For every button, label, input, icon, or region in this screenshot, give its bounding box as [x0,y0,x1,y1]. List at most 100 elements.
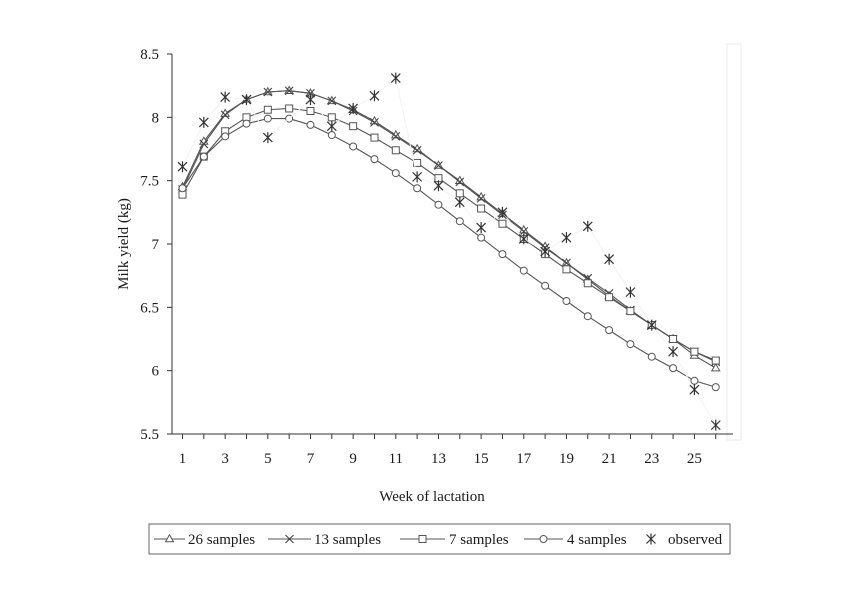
data-point-observed [454,196,465,208]
data-point-observed [561,232,572,244]
data-point-4-samples [583,312,592,321]
y-tick-label: 7.5 [140,174,159,190]
data-point-13-samples [476,194,486,203]
data-point-observed [604,253,615,265]
data-point-4-samples [391,169,400,178]
data-point-7-samples [669,335,678,343]
data-point-7-samples [626,307,635,316]
series-13-samples [178,86,721,367]
data-point-observed [241,94,252,106]
series-line-7-samples [182,107,716,362]
data-point-observed [689,384,700,396]
data-point-observed [262,132,273,144]
x-tick-label: 13 [431,451,446,467]
data-point-observed [625,286,636,298]
data-point-observed [710,419,721,431]
data-point-13-samples [220,110,230,120]
right-edge-bar [726,43,742,441]
data-point-13-samples [391,131,401,141]
legend-label-7-samples: 7 samples [449,532,509,548]
data-point-7-samples [690,347,699,356]
legend: 26 samples 13 samples 7 samples 4 samples ob… [148,523,731,555]
data-point-7-samples [605,293,614,302]
data-point-observed [497,206,508,218]
data-point-observed [518,233,529,245]
data-point-observed [305,94,316,106]
data-point-observed [668,346,679,358]
data-point-7-samples [263,105,272,114]
x-tick-label: 9 [349,451,357,467]
legend-marker-13-samples [285,534,294,544]
data-point-4-samples [199,152,208,161]
data-point-observed [369,90,380,102]
series-line-13-samples [182,90,716,363]
data-point-7-samples [285,104,294,113]
data-point-4-samples [434,200,443,209]
data-point-4-samples [263,114,272,123]
y-axis-title: Milk yield (kg) [116,198,132,290]
x-tick-label: 15 [474,451,489,467]
x-tick-label: 21 [602,451,617,467]
legend-label-observed: observed [668,532,723,548]
y-tick-label: 8.5 [140,47,159,63]
data-point-observed [476,222,487,234]
data-point-4-samples [370,155,379,164]
legend-label-4-samples: 4 samples [567,532,627,548]
series-line-4-samples [182,118,716,388]
data-point-observed [412,171,423,183]
series-layer [177,72,721,431]
x-tick-label: 7 [307,451,315,467]
data-point-4-samples [413,184,422,193]
data-point-4-samples [455,217,464,226]
data-point-4-samples [647,352,656,361]
data-point-7-samples [477,204,486,213]
series-line-26-samples [182,90,717,369]
data-point-13-samples [263,87,273,97]
data-point-4-samples [221,132,230,141]
data-point-4-samples [242,119,251,128]
data-point-13-samples [412,145,422,155]
data-point-4-samples [711,383,720,392]
data-point-4-samples [498,250,507,259]
x-tick-label: 17 [516,451,532,467]
data-point-13-samples [519,226,529,236]
data-point-observed [348,102,359,114]
x-axis-title: Week of lactation [379,489,485,505]
data-point-13-samples [327,96,337,106]
data-point-4-samples [669,364,678,373]
series-26-samples [177,85,721,372]
data-point-observed [198,116,209,128]
data-point-7-samples [370,133,379,142]
axes-layer: 5.566.577.588.51 3 5 7 9 11 13 15 17 19 21 23 25 [140,47,733,467]
y-tick-label: 6 [152,364,160,380]
data-point-7-samples [306,107,315,115]
x-tick-label: 5 [264,451,272,467]
data-point-13-samples [306,88,315,98]
y-tick-label: 8 [152,110,160,126]
data-point-26-samples [710,362,721,372]
legend-label-26-samples: 26 samples [188,532,255,548]
data-point-observed [582,220,593,232]
data-point-7-samples [711,356,720,365]
legend-marker-26-samples [164,533,175,543]
data-point-4-samples [349,142,358,151]
x-tick-label: 1 [179,451,187,467]
data-point-observed [433,180,444,192]
data-point-4-samples [327,131,336,140]
data-point-13-samples [455,177,465,187]
data-point-4-samples [306,120,315,129]
data-point-13-samples [434,161,443,170]
data-point-7-samples [455,189,464,198]
chart-right-edge [726,43,742,441]
data-point-7-samples [327,113,336,122]
x-tick-label: 19 [559,451,574,467]
y-tick-label: 5.5 [140,427,159,443]
x-tick-label: 25 [687,451,702,467]
data-point-7-samples [562,265,571,274]
x-tick-label: 23 [644,451,659,467]
data-point-7-samples [349,122,358,131]
data-point-4-samples [541,281,550,290]
data-point-observed [540,246,551,258]
data-point-observed [177,161,188,173]
